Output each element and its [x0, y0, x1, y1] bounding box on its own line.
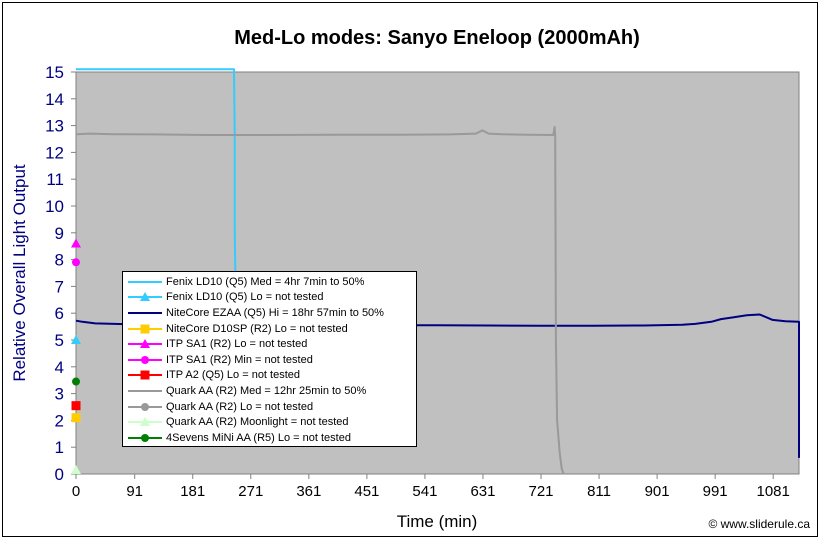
- y-tick-label: 8: [55, 251, 64, 270]
- legend-item: NiteCore EZAA (Q5) Hi = 18hr 57min to 50…: [123, 305, 416, 321]
- legend-item: Fenix LD10 (Q5) Lo = not tested: [123, 290, 416, 306]
- x-tick-label: 181: [180, 483, 205, 500]
- series-6: [71, 401, 81, 411]
- legend-key: [128, 280, 162, 283]
- legend-key: [128, 389, 162, 392]
- legend-marker: [141, 355, 149, 364]
- legend-item: Quark AA (R2) Moonlight = not tested: [123, 414, 416, 430]
- series-0: [76, 68, 238, 274]
- y-tick-label: 9: [55, 224, 64, 243]
- data-point: [71, 464, 81, 474]
- y-tick-label: 5: [55, 331, 64, 350]
- y-tick-label: 14: [45, 90, 64, 109]
- legend-label: Quark AA (R2) Med = 12hr 25min to 50%: [166, 384, 367, 397]
- legend-marker: [141, 433, 149, 442]
- legend-item: ITP A2 (Q5) Lo = not tested: [123, 368, 416, 384]
- legend-label: NiteCore EZAA (Q5) Hi = 18hr 57min to 50…: [166, 306, 384, 319]
- y-tick-label: 0: [55, 465, 64, 484]
- legend-key: [128, 339, 162, 349]
- legend-key: [128, 370, 162, 380]
- y-tick-label: 6: [55, 304, 64, 323]
- legend-label: Fenix LD10 (Q5) Lo = not tested: [166, 291, 324, 304]
- legend-marker: [141, 402, 149, 411]
- legend-item: ITP SA1 (R2) Min = not tested: [123, 352, 416, 368]
- series-line: [76, 68, 238, 274]
- x-tick-label: 361: [296, 483, 321, 500]
- legend-key: [128, 402, 162, 411]
- y-axis-label: Relative Overall Light Output: [10, 164, 29, 382]
- legend-marker: [140, 324, 150, 334]
- data-point: [71, 238, 81, 248]
- x-tick-label: 991: [703, 483, 728, 500]
- y-tick-label: 15: [45, 63, 64, 82]
- data-point: [71, 413, 81, 423]
- y-tick-label: 4: [55, 358, 64, 377]
- legend-label: ITP SA1 (R2) Lo = not tested: [166, 338, 308, 351]
- x-tick-label: 901: [645, 483, 670, 500]
- x-tick-label: 541: [412, 483, 437, 500]
- y-tick-label: 13: [45, 117, 64, 136]
- series-9: [71, 464, 81, 474]
- legend-marker: [140, 292, 150, 302]
- series-7: [75, 125, 565, 475]
- legend-key: [128, 355, 162, 364]
- chart-title: Med-Lo modes: Sanyo Eneloop (2000mAh): [234, 27, 640, 49]
- legend-label: Quark AA (R2) Moonlight = not tested: [166, 416, 349, 429]
- legend-marker: [140, 339, 150, 349]
- data-point: [71, 401, 81, 411]
- legend-item: Quark AA (R2) Lo = not tested: [123, 399, 416, 415]
- x-axis-label: Time (min): [397, 512, 478, 531]
- series-5: [72, 258, 80, 267]
- series-line: [75, 125, 565, 475]
- y-tick-label: 3: [55, 385, 64, 404]
- legend-label: 4Sevens MiNi AA (R5) Lo = not tested: [166, 431, 351, 444]
- credit-text: © www.sliderule.ca: [708, 517, 810, 531]
- series-10: [72, 377, 80, 386]
- legend-marker: [140, 417, 150, 427]
- legend-label: Fenix LD10 (Q5) Med = 4hr 7min to 50%: [166, 275, 365, 288]
- legend-marker: [140, 370, 150, 380]
- legend-label: ITP SA1 (R2) Min = not tested: [166, 353, 313, 366]
- legend: Fenix LD10 (Q5) Med = 4hr 7min to 50% Fen…: [122, 271, 417, 447]
- series-3: [71, 413, 81, 423]
- legend-item: Quark AA (R2) Med = 12hr 25min to 50%: [123, 383, 416, 399]
- data-point: [72, 377, 80, 386]
- y-tick-label: 12: [45, 143, 64, 162]
- x-tick-label: 1081: [757, 483, 790, 500]
- legend-item: Fenix LD10 (Q5) Med = 4hr 7min to 50%: [123, 274, 416, 290]
- data-point: [72, 258, 80, 267]
- legend-key: [128, 324, 162, 334]
- x-tick-label: 91: [126, 483, 143, 500]
- series-4: [71, 238, 81, 248]
- x-tick-label: 631: [470, 483, 495, 500]
- y-tick-label: 11: [46, 170, 64, 189]
- x-tick-label: 811: [587, 483, 611, 500]
- legend-label: Quark AA (R2) Lo = not tested: [166, 400, 314, 413]
- y-tick-label: 10: [45, 197, 64, 216]
- legend-key: [128, 292, 162, 302]
- x-tick-label: 271: [238, 483, 263, 500]
- legend-key: [128, 433, 162, 442]
- y-tick-label: 1: [55, 438, 64, 457]
- legend-label: ITP A2 (Q5) Lo = not tested: [166, 369, 301, 382]
- data-point: [71, 335, 81, 344]
- x-tick-label: 721: [529, 483, 554, 500]
- y-tick-label: 7: [55, 277, 64, 296]
- legend-label: NiteCore D10SP (R2) Lo = not tested: [166, 322, 348, 335]
- legend-key: [128, 311, 162, 314]
- legend-item: NiteCore D10SP (R2) Lo = not tested: [123, 321, 416, 337]
- x-tick-label: 0: [72, 483, 80, 500]
- legend-item: 4Sevens MiNi AA (R5) Lo = not tested: [123, 430, 416, 446]
- legend-key: [128, 417, 162, 427]
- x-tick-label: 451: [354, 483, 379, 500]
- x-axis: 0 91 181 271 361 451 541 631 721 811 901 991 1081: [72, 473, 799, 500]
- y-tick-label: 2: [55, 411, 64, 430]
- series-1: [71, 335, 81, 344]
- legend-item: ITP SA1 (R2) Lo = not tested: [123, 336, 416, 352]
